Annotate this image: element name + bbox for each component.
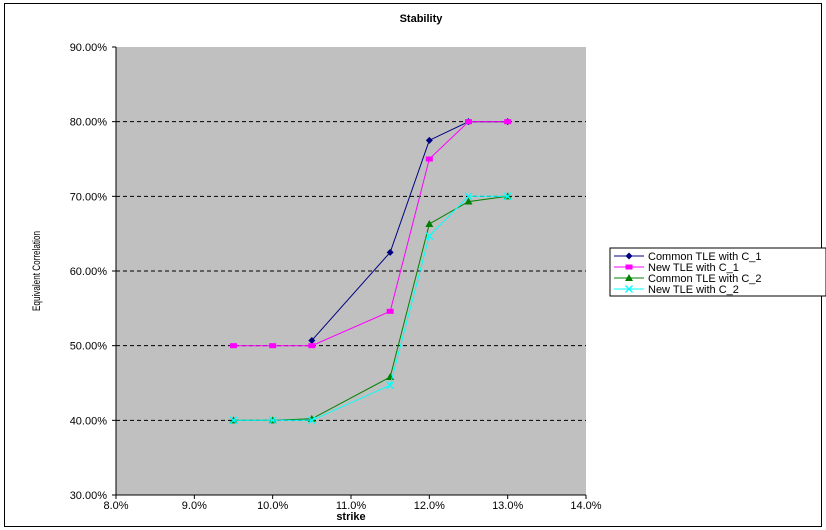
series-2 bbox=[230, 119, 512, 349]
y-tick-label: 30.00% bbox=[70, 490, 108, 502]
data-point bbox=[386, 248, 394, 256]
legend-box bbox=[609, 247, 826, 297]
data-point bbox=[425, 156, 433, 162]
x-tick-label: 9.0% bbox=[182, 500, 207, 512]
y-tick-label: 60.00% bbox=[70, 266, 108, 278]
legend-marker bbox=[625, 274, 633, 281]
legend-item: Common TLE with C_1 bbox=[614, 251, 762, 263]
x-tick-label: 14.0% bbox=[570, 500, 601, 512]
data-point bbox=[386, 381, 395, 390]
data-point bbox=[307, 416, 316, 425]
data-point bbox=[503, 192, 512, 201]
tick-labels: 30.00% 40.00% 50.00% 60.00% 70.00% 80.00% 90.0… bbox=[70, 42, 602, 512]
data-point bbox=[268, 416, 277, 425]
x-tick-label: 13.0% bbox=[492, 500, 523, 512]
legend-marker bbox=[625, 252, 633, 260]
data-point bbox=[504, 119, 512, 125]
data-point bbox=[308, 336, 316, 344]
x-tick-label: 8.0% bbox=[103, 500, 128, 512]
data-point bbox=[464, 192, 473, 201]
data-point bbox=[230, 343, 237, 349]
y-tick-label: 80.00% bbox=[70, 117, 108, 129]
y-tick-label: 40.00% bbox=[70, 415, 108, 427]
data-point bbox=[269, 343, 277, 349]
legend-label: Common TLE with C_2 bbox=[648, 273, 762, 285]
series-lines bbox=[229, 118, 512, 425]
data-point bbox=[425, 136, 433, 144]
data-point bbox=[464, 197, 473, 205]
legend-label: New TLE with C_2 bbox=[648, 284, 739, 296]
chart-title: Stability bbox=[400, 13, 444, 25]
y-tick-label: 70.00% bbox=[70, 191, 108, 203]
legend-item: New TLE with C_2 bbox=[614, 284, 739, 296]
x-tick-label: 10.0% bbox=[257, 500, 288, 512]
x-axis-title: strike bbox=[336, 511, 365, 523]
y-tick-label: 90.00% bbox=[70, 42, 108, 54]
y-axis-title: Equivalent Correlation bbox=[31, 231, 43, 311]
data-point bbox=[465, 119, 472, 125]
legend-marker bbox=[625, 264, 633, 270]
series-4 bbox=[229, 192, 512, 425]
grid-lines bbox=[116, 121, 586, 421]
data-point bbox=[425, 231, 434, 240]
legend-item: New TLE with C_1 bbox=[614, 262, 739, 274]
data-point bbox=[425, 219, 434, 227]
data-point bbox=[229, 416, 238, 425]
legend-marker bbox=[625, 285, 633, 293]
data-point bbox=[308, 343, 316, 349]
legend-label: New TLE with C_1 bbox=[648, 262, 739, 274]
data-point bbox=[386, 308, 394, 314]
x-tick-label: 11.0% bbox=[336, 500, 367, 512]
legend-label: Common TLE with C_1 bbox=[648, 251, 762, 263]
legend-item: Common TLE with C_2 bbox=[614, 273, 762, 285]
y-tick-label: 50.00% bbox=[70, 341, 108, 353]
x-tick-label: 12.0% bbox=[414, 500, 445, 512]
